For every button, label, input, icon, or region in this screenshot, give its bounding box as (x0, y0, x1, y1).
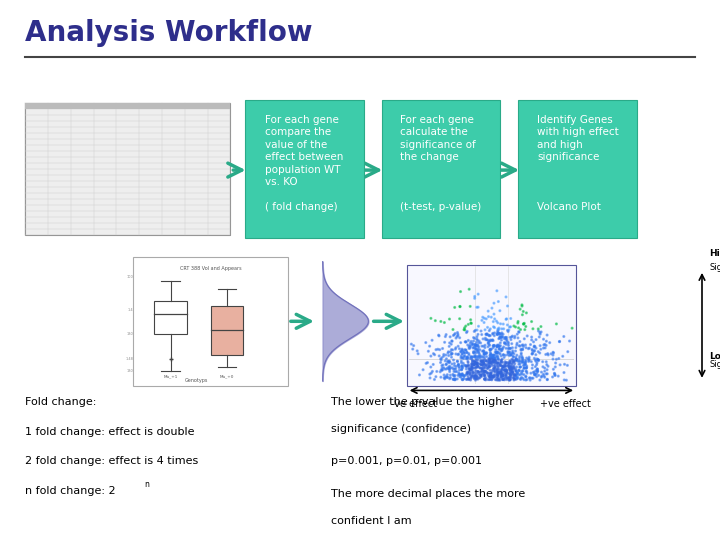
Text: The more decimal places the more: The more decimal places the more (331, 489, 526, 499)
Text: For each gene
calculate the
significance of
the change



(t-test, p-value): For each gene calculate the significance… (400, 115, 482, 212)
FancyBboxPatch shape (407, 265, 576, 386)
Text: p=0.001, p=0.01, p=0.001: p=0.001, p=0.01, p=0.001 (331, 456, 482, 467)
FancyBboxPatch shape (245, 100, 364, 238)
Text: -ve effect: -ve effect (391, 399, 437, 409)
Text: High: High (709, 249, 720, 258)
FancyBboxPatch shape (382, 100, 500, 238)
FancyBboxPatch shape (25, 103, 230, 109)
Text: confident I am: confident I am (331, 516, 412, 526)
Text: Low: Low (709, 352, 720, 361)
Text: n fold change: 2: n fold change: 2 (25, 486, 116, 496)
Text: Analysis Workflow: Analysis Workflow (25, 19, 312, 47)
Text: Significance: Significance (709, 263, 720, 272)
Text: For each gene
compare the
value of the
effect between
population WT
vs. KO

( fo: For each gene compare the value of the e… (265, 115, 343, 212)
Text: The lower the p-value the higher: The lower the p-value the higher (331, 397, 514, 407)
Text: +ve effect: +ve effect (540, 399, 590, 409)
Text: Identify Genes
with high effect
and high
significance



Volcano Plot: Identify Genes with high effect and high… (537, 115, 618, 212)
Text: n: n (144, 480, 149, 489)
FancyBboxPatch shape (518, 100, 637, 238)
Text: Fold change:: Fold change: (25, 397, 96, 407)
Text: significance (confidence): significance (confidence) (331, 424, 471, 434)
Text: 2 fold change: effect is 4 times: 2 fold change: effect is 4 times (25, 456, 199, 467)
Text: Significance: Significance (709, 360, 720, 369)
FancyBboxPatch shape (133, 256, 288, 386)
Text: 1 fold change: effect is double: 1 fold change: effect is double (25, 427, 194, 437)
FancyBboxPatch shape (25, 103, 230, 235)
